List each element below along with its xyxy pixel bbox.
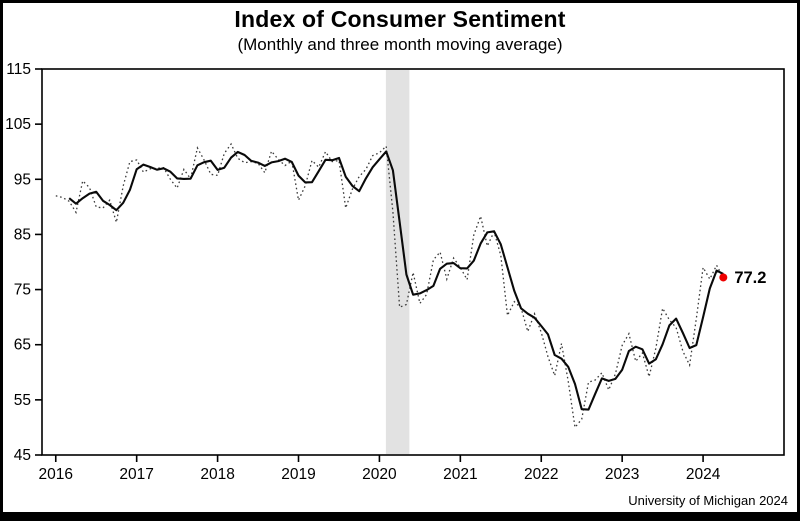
x-tick-label: 2023 <box>605 466 639 483</box>
y-tick-label: 105 <box>5 116 31 133</box>
y-tick-label: 65 <box>14 337 31 354</box>
plot-border <box>41 68 785 456</box>
x-tick-label: 2024 <box>686 466 721 483</box>
y-tick-label: 45 <box>14 447 31 464</box>
y-tick-label: 95 <box>14 171 31 188</box>
chart-subtitle: (Monthly and three month moving average) <box>237 35 563 54</box>
y-tick-label: 85 <box>14 226 31 243</box>
y-tick-label: 55 <box>14 392 31 409</box>
y-tick-label: 75 <box>14 282 31 299</box>
x-tick-label: 2018 <box>200 466 234 483</box>
latest-value-label: 77.2 <box>734 269 766 287</box>
sentiment-chart: 45 55 65 75 85 95 105 115 2016 2017 2018 2019 2020 20… <box>5 61 785 483</box>
x-tick-label: 2016 <box>39 466 73 483</box>
x-tick-label: 2017 <box>119 466 153 483</box>
chart-title: Index of Consumer Sentiment <box>234 6 566 32</box>
latest-value-dot <box>719 273 728 282</box>
y-tick-label: 115 <box>6 61 31 78</box>
moving-average-line <box>68 150 724 411</box>
source-credit: University of Michigan 2024 <box>628 493 788 508</box>
x-tick-label: 2022 <box>524 466 558 483</box>
x-tick-label: 2021 <box>443 466 477 483</box>
x-tick-label: 2020 <box>362 466 397 483</box>
x-tick-label: 2019 <box>281 466 315 483</box>
